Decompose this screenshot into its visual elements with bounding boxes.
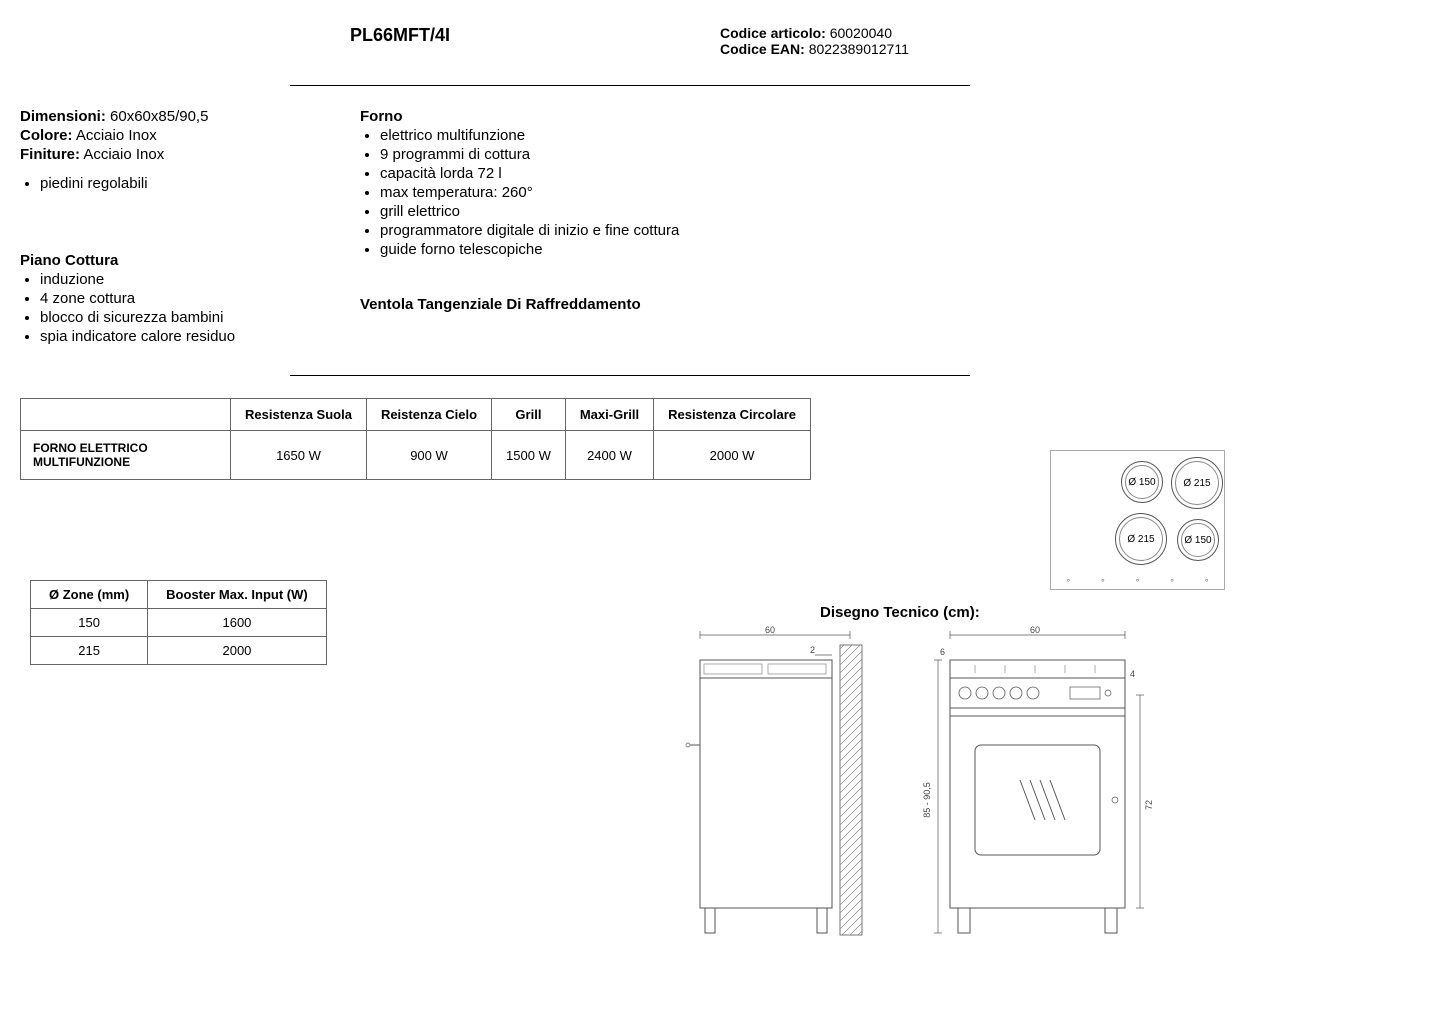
piano-cottura-title: Piano Cottura [20,252,330,269]
extras-list: piedini regolabili [40,175,330,192]
hob-diagram: Ø 150 Ø 215 Ø 215 Ø 150 ⚬⚬⚬⚬⚬ [1050,450,1225,590]
table-cell: 1500 W [492,431,566,480]
burner: Ø 215 [1171,457,1223,509]
hob-knobs: ⚬⚬⚬⚬⚬ [1051,576,1224,585]
table-cell: 1600 [148,609,327,637]
middle-column: Forno elettrico multifunzione 9 programm… [360,108,700,347]
table-header: Resistenza Suola [231,399,367,431]
table-header: Ø Zone (mm) [31,581,148,609]
list-item: capacità lorda 72 l [380,165,700,182]
burner: Ø 215 [1115,513,1167,565]
list-item: spia indicatore calore residuo [40,328,330,345]
table-cell: 2000 W [654,431,811,480]
table-row: 150 1600 [31,609,327,637]
burner-label: Ø 150 [1128,477,1155,488]
table-header: Reistenza Cielo [366,399,491,431]
left-column: Dimensioni: 60x60x85/90,5 Colore: Acciai… [20,108,330,347]
dim-label: 2 [810,645,815,655]
dimensioni-value: 60x60x85/90,5 [110,108,208,125]
codice-articolo-label: Codice articolo: [720,25,826,41]
dimensioni-label: Dimensioni: [20,108,106,125]
forno-list: elettrico multifunzione 9 programmi di c… [380,127,700,258]
burner-label: Ø 150 [1184,535,1211,546]
table-row: 215 2000 [31,637,327,665]
colore-label: Colore: [20,127,73,144]
burner: Ø 150 [1177,519,1219,561]
separator-mid [290,375,970,376]
table-row: FORNO ELETTRICO MULTIFUNZIONE 1650 W 900… [21,431,811,480]
codice-articolo-value: 60020040 [830,25,892,41]
dim-label: 72 [1144,800,1154,810]
tech-drawing-title: Disegno Tecnico (cm): [820,604,980,621]
codice-ean-label: Codice EAN: [720,41,805,57]
list-item: guide forno telescopiche [380,241,700,258]
row-label: FORNO ELETTRICO MULTIFUNZIONE [21,431,231,480]
forno-title: Forno [360,108,700,125]
separator-top [290,85,970,86]
list-item: 4 zone cottura [40,290,330,307]
colore-value: Acciaio Inox [76,127,157,144]
list-item: max temperatura: 260° [380,184,700,201]
table-row: Ø Zone (mm) Booster Max. Input (W) [31,581,327,609]
list-item: elettrico multifunzione [380,127,700,144]
table-cell: 2400 W [565,431,653,480]
technical-drawing: 60 2 60 6 4 [680,625,1220,945]
table-cell: 900 W [366,431,491,480]
spec-columns: Dimensioni: 60x60x85/90,5 Colore: Acciai… [20,108,1425,347]
table-header: Booster Max. Input (W) [148,581,327,609]
list-item: 9 programmi di cottura [380,146,700,163]
burner-label: Ø 215 [1183,478,1210,489]
table-header: Maxi-Grill [565,399,653,431]
table-row: Resistenza Suola Reistenza Cielo Grill M… [21,399,811,431]
ventola-title: Ventola Tangenziale Di Raffreddamento [360,296,700,313]
table-cell: 215 [31,637,148,665]
table-cell: 150 [31,609,148,637]
burner: Ø 150 [1121,461,1163,503]
dim-label: 4 [1130,669,1135,679]
table-header [21,399,231,431]
list-item: programmatore digitale di inizio e fine … [380,222,700,239]
dim-label: 60 [765,625,775,635]
codice-ean-value: 8022389012711 [809,41,909,57]
finiture-label: Finiture: [20,146,80,163]
list-item: induzione [40,271,330,288]
burner-label: Ø 215 [1127,534,1154,545]
piano-cottura-list: induzione 4 zone cottura blocco di sicur… [40,271,330,345]
zone-table: Ø Zone (mm) Booster Max. Input (W) 150 1… [30,580,327,665]
dim-label: 6 [940,647,945,657]
table-cell: 2000 [148,637,327,665]
finiture-value: Acciaio Inox [83,146,164,163]
product-codes: Codice articolo: 60020040 Codice EAN: 80… [720,25,909,57]
table-header: Grill [492,399,566,431]
dim-label: 85 - 90,5 [922,782,932,818]
list-item: piedini regolabili [40,175,330,192]
header-row: PL66MFT/4I Codice articolo: 60020040 Cod… [350,25,1425,57]
model-number: PL66MFT/4I [350,25,720,57]
list-item: blocco di sicurezza bambini [40,309,330,326]
table-header: Resistenza Circolare [654,399,811,431]
power-table: Resistenza Suola Reistenza Cielo Grill M… [20,398,811,480]
table-cell: 1650 W [231,431,367,480]
list-item: grill elettrico [380,203,700,220]
dim-label: 60 [1030,625,1040,635]
